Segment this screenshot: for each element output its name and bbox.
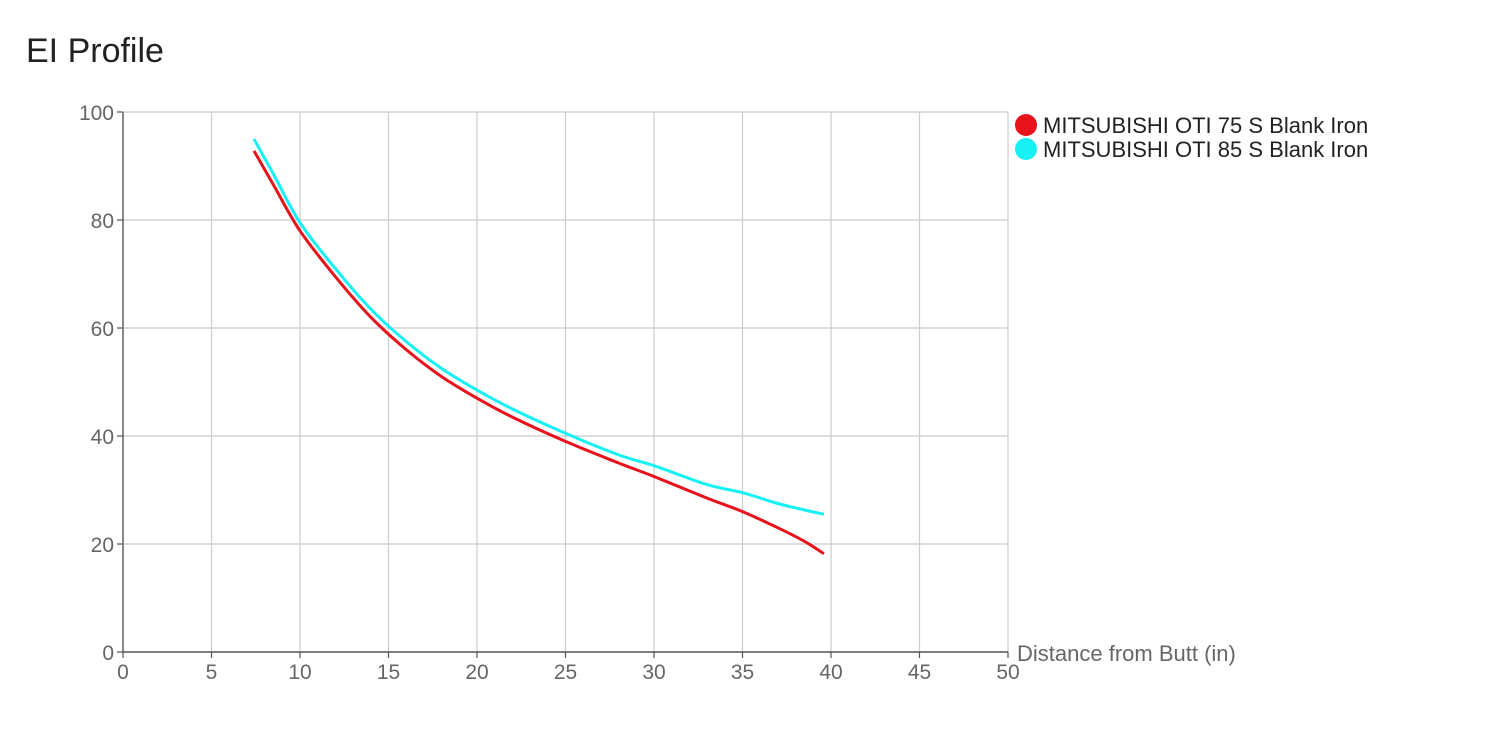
x-tick-label: 0 [117,661,129,684]
series-line-2 [252,138,825,516]
x-tick-label: 10 [288,661,311,684]
series-lines [252,138,825,555]
series-line-1 [252,150,825,555]
tick-labels: 0 5 10 15 20 25 30 35 40 45 50 0 20 40 60 80 100 [79,102,1020,684]
legend-marker [1015,114,1037,136]
x-tick-label: 50 [996,661,1019,684]
x-tick-label: 25 [554,661,577,684]
x-axis-title: Distance from Butt (in) [1017,641,1236,666]
x-tick-label: 15 [377,661,400,684]
grid [123,111,1009,652]
y-tick-label: 0 [102,642,114,665]
x-tick-label: 30 [642,661,665,684]
legend-item-2[interactable]: MITSUBISHI OTI 85 S Blank Iron [1015,137,1368,162]
legend-item-1[interactable]: MITSUBISHI OTI 75 S Blank Iron [1015,113,1368,138]
y-tick-label: 100 [79,102,114,125]
x-tick-label: 35 [731,661,754,684]
chart-title: EI Profile [26,32,164,70]
y-tick-label: 80 [91,210,114,233]
axes [117,111,1009,658]
legend-marker [1015,138,1037,160]
y-tick-label: 20 [91,534,114,557]
legend-label: MITSUBISHI OTI 85 S Blank Iron [1043,137,1368,162]
x-tick-label: 20 [465,661,488,684]
x-tick-label: 5 [206,661,218,684]
legend[interactable]: MITSUBISHI OTI 75 S Blank IronMITSUBISHI… [1015,113,1368,162]
y-tick-label: 60 [91,318,114,341]
x-tick-label: 45 [908,661,931,684]
y-tick-label: 40 [91,426,114,449]
legend-label: MITSUBISHI OTI 75 S Blank Iron [1043,113,1368,138]
x-tick-label: 40 [819,661,842,684]
